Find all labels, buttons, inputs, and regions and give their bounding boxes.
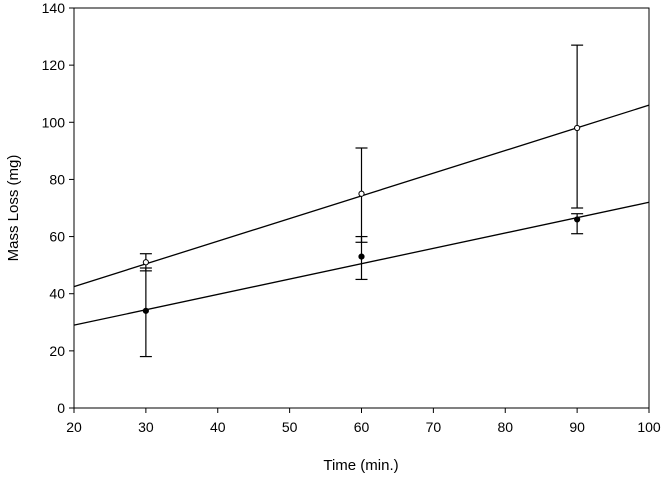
y-tick-label: 0 [57,400,65,416]
data-point [574,124,581,132]
data-point [142,307,149,314]
x-axis-title: Time (min.) [323,457,398,474]
y-tick-label: 80 [49,171,65,187]
x-tick-label: 70 [426,419,442,435]
y-tick-label: 100 [42,114,66,130]
y-tick-label: 20 [49,343,65,359]
y-tick-label: 120 [42,57,66,73]
x-tick-label: 60 [354,419,370,435]
data-point [358,253,365,260]
data-series [73,44,650,358]
y-axis-title: Mass Loss (mg) [5,155,22,262]
data-point [574,216,581,223]
y-tick-label: 40 [49,286,65,302]
x-tick-label: 30 [138,419,154,435]
x-tick-label: 90 [569,419,585,435]
x-tick-label: 40 [210,419,226,435]
x-tick-label: 100 [637,419,661,435]
y-tick-label: 60 [49,229,65,245]
series-2 [73,201,650,358]
x-tick-label: 20 [66,419,82,435]
data-point [142,259,149,266]
y-tick-label: 140 [42,0,66,16]
x-tick-label: 50 [282,419,298,435]
data-point [358,190,365,197]
x-tick-label: 80 [497,419,513,435]
